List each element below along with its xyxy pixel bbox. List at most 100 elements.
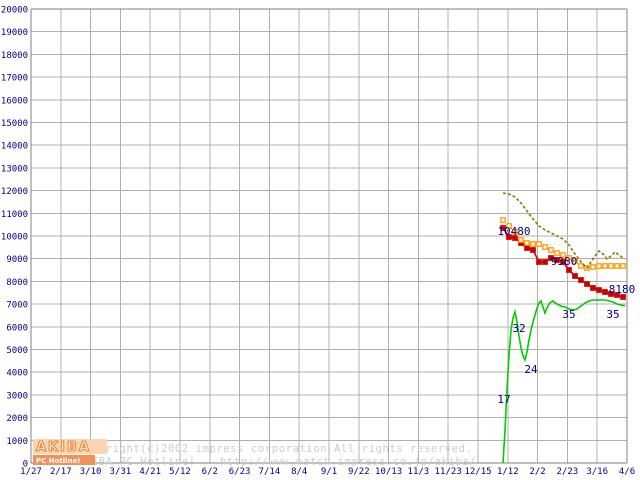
series-marker <box>578 277 584 283</box>
data-point-label: 8180 <box>609 283 636 296</box>
x-tick-label: 5/12 <box>169 467 191 477</box>
series-green-solid <box>502 299 626 464</box>
series-olive-dashed <box>502 192 624 270</box>
series-marker <box>560 252 566 258</box>
y-tick-label: 8000 <box>6 278 28 288</box>
series-line <box>502 299 626 464</box>
series-marker <box>500 217 506 223</box>
series-marker <box>530 247 536 253</box>
x-tick-label: 1/12 <box>497 467 519 477</box>
x-tick-label: 2/2 <box>529 467 545 477</box>
series-marker <box>512 235 518 241</box>
axes <box>30 8 628 464</box>
series-marker <box>602 289 608 295</box>
x-tick-label: 9/22 <box>348 467 370 477</box>
x-axis-tick-labels: 1/27 2/17 3/10 3/31 4/21 5/12 6/2 6/23 7/14 8/4 9/… <box>20 467 635 477</box>
x-tick-label: 2/23 <box>557 467 579 477</box>
series-marker <box>500 225 506 231</box>
series-marker <box>620 263 626 269</box>
data-point-label: 24 <box>524 363 538 376</box>
series-marker <box>554 257 560 263</box>
x-tick-label: 6/2 <box>202 467 218 477</box>
series-marker <box>542 244 548 250</box>
x-tick-label: 3/16 <box>586 467 608 477</box>
series-marker <box>590 285 596 291</box>
logo-background <box>33 439 107 454</box>
y-tick-label: 1000 <box>6 437 28 447</box>
y-tick-label: 7000 <box>6 301 28 311</box>
x-tick-label: 11/23 <box>435 467 462 477</box>
data-point-label: 32 <box>512 322 525 335</box>
y-axis-tick-labels: 0 1000 2000 3000 4000 5000 6000 7000 8000 9000 100… <box>1 6 28 470</box>
x-tick-label: 1/27 <box>20 467 42 477</box>
series-marker <box>566 267 572 273</box>
data-point-label: 10480 <box>497 225 530 238</box>
y-tick-label: 16000 <box>1 96 28 106</box>
watermark-site: AKIBA PC Hotline! <box>78 456 196 468</box>
y-tick-label: 9000 <box>6 255 28 265</box>
x-tick-label: 10/13 <box>375 467 402 477</box>
series-marker <box>530 241 536 247</box>
series-marker <box>614 263 620 269</box>
data-point-label: 35 <box>606 308 619 321</box>
series-marker <box>548 247 554 253</box>
logo-sub-background <box>33 455 95 465</box>
series-marker <box>524 245 530 251</box>
y-tick-label: 13000 <box>1 164 28 174</box>
series-marker <box>584 281 590 287</box>
y-tick-label: 12000 <box>1 187 28 197</box>
x-tick-label: 4/6 <box>619 467 635 477</box>
x-tick-label: 12/15 <box>464 467 491 477</box>
series-marker <box>620 294 626 300</box>
logo-subtitle: PC Hotline! <box>36 457 80 465</box>
series-marker <box>548 255 554 261</box>
series-marker <box>512 229 518 235</box>
data-point-label: 17 <box>497 393 510 406</box>
series-marker <box>506 223 512 229</box>
x-tick-label: 2/17 <box>50 467 72 477</box>
series-marker <box>536 259 542 265</box>
series-line <box>502 192 624 270</box>
series-marker <box>542 259 548 265</box>
series-marker <box>608 291 614 297</box>
x-tick-label: 8/4 <box>291 467 307 477</box>
y-tick-label: 17000 <box>1 74 28 84</box>
x-tick-label: 6/23 <box>229 467 251 477</box>
x-tick-label: 7/14 <box>259 467 281 477</box>
x-tick-label: 11/3 <box>408 467 430 477</box>
series-marker <box>566 255 572 261</box>
series-marker <box>596 263 602 269</box>
y-tick-label: 10000 <box>1 233 28 243</box>
y-tick-label: 18000 <box>1 51 28 61</box>
series-marker <box>560 259 566 265</box>
y-tick-label: 15000 <box>1 119 28 129</box>
series-red-solid <box>500 225 626 300</box>
x-tick-label: 3/10 <box>80 467 102 477</box>
series-marker <box>614 292 620 298</box>
watermark: Copyright(c)2002 impress corporation All… <box>78 443 476 468</box>
series-marker <box>518 237 524 243</box>
y-tick-label: 6000 <box>6 323 28 333</box>
x-tick-label: 3/31 <box>110 467 132 477</box>
series-marker <box>554 250 560 256</box>
series-marker <box>590 264 596 270</box>
y-tick-label: 0 <box>23 460 28 470</box>
data-point-label: 35 <box>562 308 575 321</box>
y-tick-label: 14000 <box>1 142 28 152</box>
series-marker <box>572 273 578 279</box>
series-marker <box>524 240 530 246</box>
logo-wordmark: AKIBA <box>36 440 91 455</box>
y-tick-label: 2000 <box>6 414 28 424</box>
data-series <box>500 192 626 464</box>
data-annotations: 10480 9380 8180 32 24 17 35 35 <box>497 225 635 406</box>
series-marker <box>536 241 542 247</box>
series-marker <box>608 263 614 269</box>
watermark-url: http://www.watch.impress.co.jp/akiba/ <box>220 456 476 468</box>
series-marker <box>578 263 584 269</box>
series-orange-dashed <box>500 217 626 271</box>
series-marker <box>602 263 608 269</box>
y-tick-label: 19000 <box>1 28 28 38</box>
x-tick-label: 9/1 <box>321 467 337 477</box>
